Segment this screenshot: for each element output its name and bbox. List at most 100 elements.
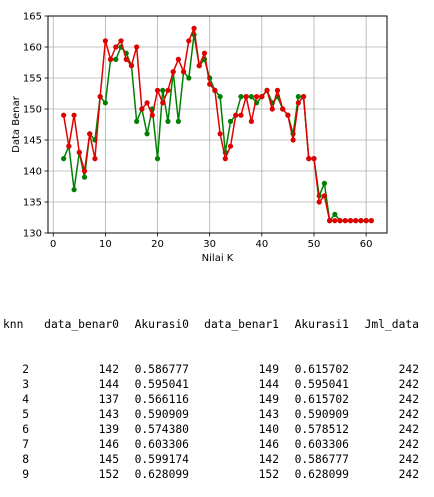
- data-point: [227, 143, 234, 149]
- x-tick-label: 10: [99, 239, 112, 250]
- table-cell: 142: [258, 453, 279, 466]
- results-table: knn data_benar0 Akurasi0 data_benar1 Aku…: [3, 287, 419, 497]
- data-point: [243, 94, 249, 100]
- data-point: [227, 118, 234, 124]
- table-cell: 137: [98, 393, 119, 406]
- data-point: [170, 69, 176, 75]
- table-row: 3 144 0.595041 144 0.595041 242: [3, 377, 419, 392]
- table-row: 9 152 0.628099 152 0.628099 242: [3, 467, 419, 482]
- table-cell: 140: [258, 423, 279, 436]
- table-cell: 242: [398, 453, 419, 466]
- table-cell: 144: [98, 378, 119, 391]
- data-point: [222, 156, 228, 162]
- header-data-benar1: data_benar1: [204, 318, 279, 331]
- table-cell: 0.603306: [294, 438, 349, 451]
- data-point: [363, 218, 369, 224]
- grid-layer: [48, 15, 387, 234]
- y-tick-label: 150: [23, 105, 42, 116]
- data-point: [342, 218, 348, 224]
- table-cell: 145: [98, 453, 119, 466]
- table-row: 7 146 0.603306 146 0.603306 242: [3, 437, 419, 452]
- line-chart: 0 10 20 30 40 50 60 130 135 140 145 150 155 160 165 Ni…: [11, 12, 388, 264]
- data-point: [311, 156, 317, 162]
- data-point: [280, 106, 286, 112]
- data-point: [149, 112, 155, 118]
- data-point: [92, 156, 98, 162]
- data-point: [160, 87, 166, 93]
- y-tick-label: 130: [23, 229, 42, 240]
- data-point: [81, 174, 88, 180]
- table-cell: 0.603306: [134, 438, 189, 451]
- table-cell: 0.566116: [134, 393, 189, 406]
- table-cell: 242: [398, 423, 419, 436]
- table-cell: 0.595041: [294, 378, 349, 391]
- table-cell: 0.628099: [134, 468, 189, 481]
- data-point: [160, 100, 166, 106]
- table-cell: 7: [22, 438, 29, 451]
- data-point: [201, 50, 208, 56]
- table-cell: 242: [398, 438, 419, 451]
- table-cell: 8: [22, 453, 29, 466]
- table-cell: 143: [258, 408, 279, 421]
- table-cell: 0.586777: [134, 363, 189, 376]
- data-point: [332, 211, 338, 217]
- data-point: [66, 143, 72, 149]
- data-point: [102, 38, 108, 44]
- y-tick-label: 160: [23, 43, 42, 54]
- data-point: [264, 87, 270, 93]
- data-point: [81, 168, 88, 174]
- table-header-row: knn data_benar0 Akurasi0 data_benar1 Aku…: [3, 317, 419, 332]
- data-point: [134, 118, 140, 124]
- table-cell: 3: [22, 378, 29, 391]
- data-point: [165, 118, 171, 124]
- table-cell: 142: [98, 363, 119, 376]
- table-cell: 143: [98, 408, 119, 421]
- data-point: [154, 87, 161, 93]
- header-akurasi1: Akurasi1: [294, 318, 349, 331]
- header-data-benar0: data_benar0: [44, 318, 119, 331]
- plot-frame: [47, 15, 388, 234]
- data-point: [269, 106, 275, 112]
- table-cell: 0.586777: [294, 453, 349, 466]
- data-point: [290, 137, 296, 143]
- x-tick-label: 30: [203, 239, 216, 250]
- table-cell: 146: [98, 438, 119, 451]
- data-point: [196, 63, 202, 69]
- table-body: 2 142 0.586777 149 0.615702 242 3 144 0.595041 14…: [3, 362, 419, 482]
- data-point: [191, 25, 197, 31]
- data-point: [321, 180, 328, 186]
- data-point: [134, 44, 140, 50]
- data-point: [175, 56, 181, 63]
- data-point: [113, 56, 119, 63]
- data-point: [212, 87, 218, 93]
- data-point: [238, 112, 244, 118]
- table-row: 5 143 0.590909 143 0.590909 242: [3, 407, 419, 422]
- table-cell: 2: [22, 363, 29, 376]
- y-tick-label: 155: [23, 74, 42, 85]
- data-point: [238, 94, 244, 100]
- data-point: [274, 87, 281, 93]
- data-point: [248, 118, 254, 124]
- y-tick-label: 145: [23, 136, 42, 147]
- table-cell: 242: [398, 363, 419, 376]
- table-cell: 0.595041: [134, 378, 189, 391]
- table-cell: 5: [22, 408, 29, 421]
- data-point: [337, 218, 343, 224]
- table-cell: 144: [258, 378, 279, 391]
- table-cell: 0.590909: [294, 408, 349, 421]
- table-cell: 0.615702: [294, 393, 349, 406]
- table-cell: 149: [258, 363, 279, 376]
- data-point: [144, 131, 150, 137]
- data-point: [217, 94, 223, 100]
- data-point: [248, 94, 254, 100]
- data-point: [207, 81, 213, 87]
- table-cell: 9: [22, 468, 29, 481]
- table-cell: 0.599174: [134, 453, 189, 466]
- data-point: [107, 56, 114, 63]
- data-point: [144, 100, 150, 106]
- x-tick-label: 0: [50, 239, 56, 250]
- table-row: 2 142 0.586777 149 0.615702 242: [3, 362, 419, 377]
- data-point: [321, 193, 328, 199]
- data-point: [61, 156, 67, 162]
- data-point: [186, 38, 192, 44]
